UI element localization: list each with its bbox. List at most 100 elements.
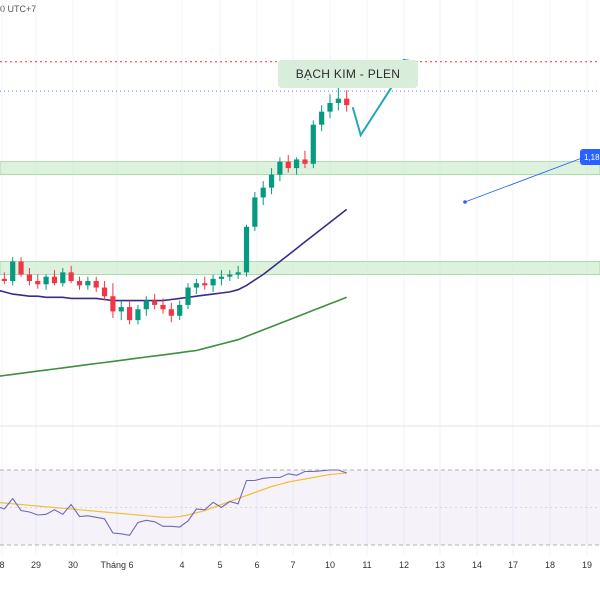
candle-body [127,307,133,321]
candle [277,157,283,182]
candle-body [252,197,258,227]
ma-fast-line [0,208,348,302]
candle-body [218,276,225,279]
candle [135,304,141,325]
candle-body [294,159,300,169]
candle [26,268,32,286]
support-zone-1 [0,161,600,176]
candle [93,276,99,292]
candle [218,270,225,286]
trend-line-anchor [463,200,467,204]
price-tag-label: 1,18 [584,152,600,162]
candle [310,120,316,169]
timezone-label: 0 UTC+7 [0,4,37,14]
candle [101,281,108,301]
x-tick-label: 12 [399,560,409,570]
candle [76,276,83,290]
candle-body [10,261,16,282]
candle [35,274,41,289]
candle-body [302,159,308,164]
moving-averages [0,208,348,377]
candle [260,181,266,206]
candle [210,274,216,292]
x-tick-label: 14 [472,560,482,570]
x-tick-label: 19 [582,560,592,570]
support-zones [0,161,600,275]
candle-body [60,272,66,284]
candle [160,298,166,314]
candle-body [35,281,41,285]
candle [60,268,66,287]
candle-body [168,309,174,316]
candle-body [85,281,91,286]
candle-body [26,274,32,282]
annotation-text: BẠCH KIM - PLEN [295,67,401,81]
candle [168,302,174,323]
candle [18,257,24,277]
candle-body [193,283,199,288]
candle [302,150,308,169]
candle [285,155,291,173]
candle-body [1,278,7,282]
candle [193,278,199,295]
candle-body [260,187,266,198]
rsi-pane [0,469,600,546]
candle-body [101,287,108,297]
x-tick-label: 18 [545,560,555,570]
candle-body [310,124,316,164]
chart-annotation-title[interactable]: BẠCH KIM - PLEN [278,60,418,88]
candle-body [185,287,191,305]
candle-body [18,261,24,275]
candle-body [43,276,49,285]
candle-body [227,274,233,277]
candle-body [76,281,83,286]
x-tick-label: 5 [217,560,222,570]
candle-body [93,281,99,288]
candle [177,300,183,321]
candle-body [51,276,58,284]
candle [252,192,258,232]
candle [110,283,116,318]
candle [294,157,300,175]
candle [1,272,7,285]
candle [85,276,91,290]
candle-body [177,304,183,316]
x-axis: 8 29 30 Tháng 6 4 5 6 7 10 11 12 13 14 17 18 19 [0,560,592,570]
candle-body [202,283,208,286]
ma-slow-line [0,296,347,377]
candle-body [319,111,325,125]
x-tick-label: 4 [179,560,184,570]
x-tick-label: 10 [325,560,335,570]
candle [68,265,74,284]
candle-body [268,174,275,188]
x-tick-label: 13 [435,560,445,570]
candle-body [285,161,291,169]
candle [319,105,325,132]
candle-body [68,272,74,282]
candle-body [110,296,116,312]
grid-lines [1,0,588,555]
candle [143,296,149,316]
candlesticks [1,87,350,325]
x-tick-label: 17 [508,560,518,570]
candle [43,274,49,290]
x-tick-label: 30 [68,560,78,570]
x-tick-label: 8 [0,560,5,570]
candle [344,89,350,112]
candle-body [235,272,241,275]
candle [127,300,133,325]
candle-body [327,102,333,112]
support-zone-2 [0,261,600,275]
candle-body [152,300,158,305]
candle [268,168,275,195]
candle-body [118,307,124,312]
price-tag: 1,18 [580,149,600,165]
candle-body [135,309,141,321]
x-tick-label: 7 [290,560,295,570]
x-tick-label: 11 [362,560,371,570]
candle-body [344,98,350,106]
candle [227,270,233,282]
candle-body [277,161,283,175]
candle [185,283,191,310]
